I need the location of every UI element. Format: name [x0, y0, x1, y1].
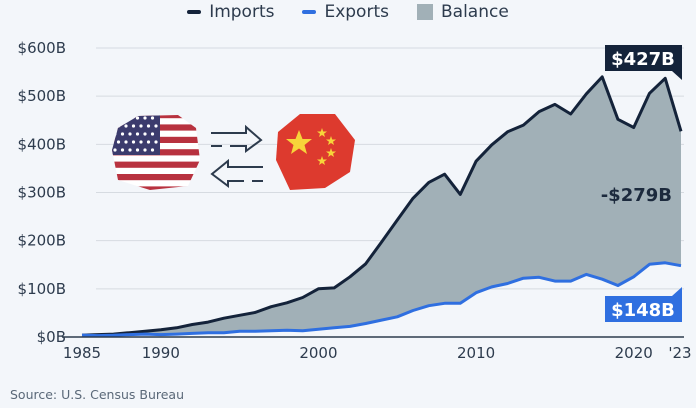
china-flag-icon — [276, 114, 355, 190]
x-axis-ticks: 1985 1990 2000 2010 2020 '23 — [63, 344, 692, 362]
y-axis-ticks: $0B $100B $200B $300B $400B $500B $600B — [18, 39, 66, 346]
balance-area — [82, 76, 681, 336]
x-tick-label: 2000 — [299, 344, 337, 362]
legend-item-balance[interactable]: Balance — [416, 2, 509, 22]
x-tick-label: 1985 — [63, 344, 101, 362]
x-tick-label: '23 — [668, 344, 691, 362]
legend-label-exports: Exports — [324, 2, 389, 22]
y-tick-label: $600B — [18, 39, 66, 57]
y-tick-label: $0B — [37, 328, 66, 346]
exports-value-text: $148B — [611, 300, 675, 321]
chart-legend: Imports Exports Balance — [0, 2, 696, 22]
y-tick-label: $400B — [18, 135, 66, 153]
legend-item-imports[interactable]: Imports — [187, 2, 274, 22]
exports-line — [81, 261, 682, 338]
y-tick-label: $300B — [18, 184, 66, 202]
y-tick-label: $100B — [18, 280, 66, 298]
imports-value-text: $427B — [611, 49, 675, 70]
arrow-right-icon — [211, 124, 263, 153]
source-note: Source: U.S. Census Bureau — [10, 387, 185, 402]
us-flag-icon — [112, 115, 200, 190]
legend-item-exports[interactable]: Exports — [302, 2, 389, 22]
x-tick-label: 2010 — [457, 344, 495, 362]
imports-value-label: $427B — [605, 45, 682, 80]
y-tick-label: $500B — [18, 87, 66, 105]
legend-label-balance: Balance — [440, 2, 509, 22]
x-tick-label: 2020 — [615, 344, 653, 362]
balance-swatch-icon — [416, 4, 433, 20]
imports-line — [81, 75, 683, 337]
legend-label-imports: Imports — [209, 2, 275, 22]
exports-swatch-icon — [302, 10, 317, 14]
y-tick-label: $200B — [18, 232, 66, 250]
x-tick-label: 1990 — [142, 344, 180, 362]
imports-swatch-icon — [187, 10, 202, 14]
balance-value-text: -$279B — [601, 185, 672, 206]
arrow-left-icon — [210, 158, 263, 188]
exports-value-label: $148B — [605, 287, 682, 322]
